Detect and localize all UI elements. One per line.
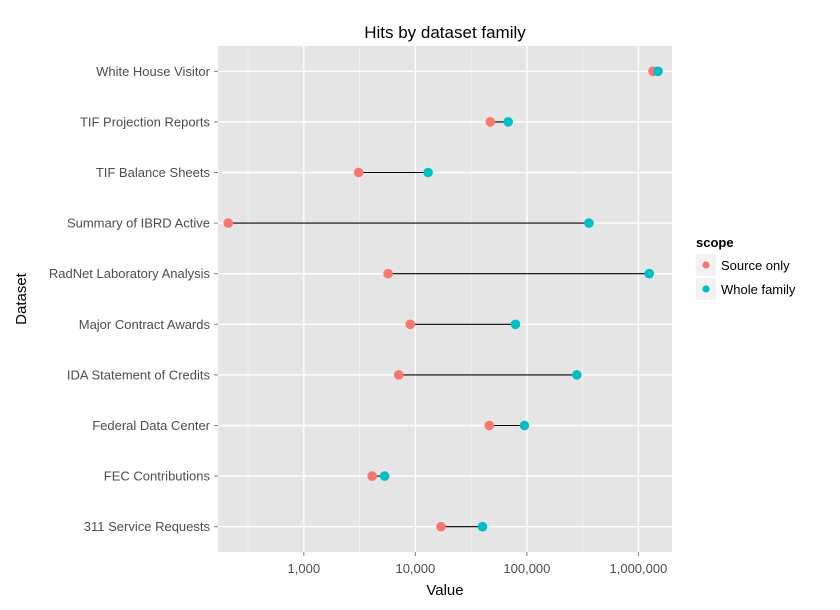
legend-title: scope bbox=[696, 235, 734, 250]
y-tick-label: RadNet Laboratory Analysis bbox=[49, 266, 211, 281]
legend-marker-whole-family bbox=[702, 285, 710, 293]
legend-label-whole-family: Whole family bbox=[721, 282, 796, 297]
point-whole-family bbox=[644, 268, 655, 279]
y-tick-label: 311 Service Requests bbox=[84, 519, 211, 534]
data-points bbox=[223, 66, 663, 532]
y-tick-label: Major Contract Awards bbox=[79, 317, 211, 332]
y-tick-label: TIF Balance Sheets bbox=[96, 165, 211, 180]
legend-label-source-only: Source only bbox=[721, 258, 790, 273]
point-whole-family bbox=[379, 471, 390, 481]
legend: scope Source only Whole family bbox=[696, 235, 796, 300]
y-tick-label: TIF Projection Reports bbox=[80, 114, 211, 129]
x-tick-label: 1,000 bbox=[288, 561, 321, 576]
y-axis: White House Visitor TIF Projection Report… bbox=[49, 64, 218, 534]
point-source-only bbox=[393, 370, 404, 380]
legend-marker-source-only bbox=[702, 261, 710, 269]
point-whole-family bbox=[571, 370, 582, 380]
point-whole-family bbox=[653, 66, 663, 77]
point-source-only bbox=[353, 167, 364, 178]
y-tick-label: FEC Contributions bbox=[104, 469, 211, 484]
x-tick-label: 1,000,000 bbox=[610, 561, 668, 576]
y-tick-label: IDA Statement of Credits bbox=[67, 367, 211, 382]
point-source-only bbox=[223, 218, 234, 228]
point-source-only bbox=[485, 117, 496, 127]
x-tick-label: 10,000 bbox=[395, 561, 435, 576]
point-whole-family bbox=[423, 167, 433, 178]
x-axis-title: Value bbox=[426, 582, 463, 599]
point-source-only bbox=[405, 319, 416, 330]
point-whole-family bbox=[519, 420, 530, 431]
point-whole-family bbox=[503, 117, 514, 127]
x-axis: 1,000 10,000 100,000 1,000,000 bbox=[288, 552, 668, 576]
point-source-only bbox=[484, 420, 495, 431]
y-tick-label: Summary of IBRD Active bbox=[67, 216, 210, 231]
plot-panel bbox=[218, 46, 672, 552]
point-source-only bbox=[383, 268, 393, 279]
point-whole-family bbox=[510, 319, 521, 330]
minor-gridlines bbox=[247, 46, 584, 552]
y-axis-title: Dataset bbox=[13, 272, 30, 325]
point-source-only bbox=[436, 521, 446, 532]
y-tick-label: White House Visitor bbox=[96, 64, 211, 79]
x-tick-label: 100,000 bbox=[503, 561, 550, 576]
y-tick-label: Federal Data Center bbox=[92, 418, 210, 433]
point-whole-family bbox=[584, 218, 594, 228]
point-source-only bbox=[367, 471, 377, 481]
chart-title: Hits by dataset family bbox=[364, 23, 526, 42]
point-whole-family bbox=[477, 521, 488, 532]
